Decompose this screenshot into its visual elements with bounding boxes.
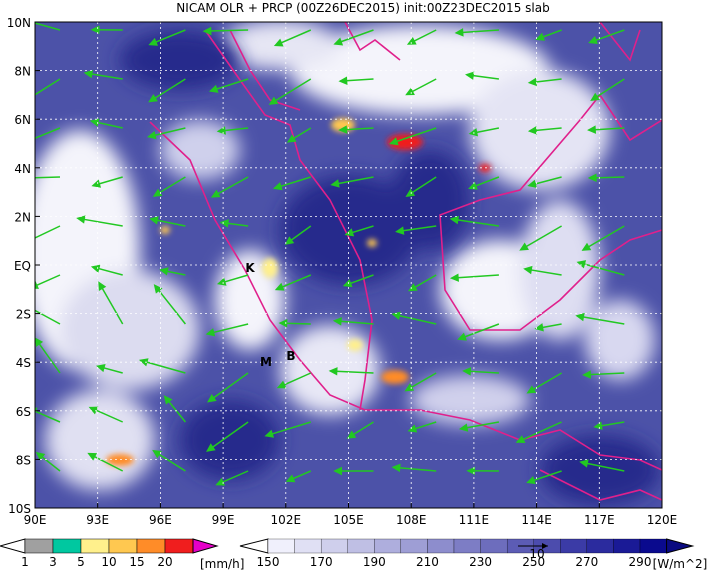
colorbar-cell xyxy=(348,539,375,553)
colorbar-cell xyxy=(295,539,322,553)
colorbar-end xyxy=(193,539,217,553)
olr-legend-label: 150 xyxy=(257,555,280,569)
colorbar-cell xyxy=(374,539,401,553)
lat-label: EQ xyxy=(14,259,31,273)
colorbar-cell xyxy=(587,539,614,553)
lon-label: 105E xyxy=(333,513,364,527)
olr-field xyxy=(14,16,662,508)
colorbar-cell xyxy=(321,539,348,553)
precip-legend-label: 5 xyxy=(77,555,85,569)
colorbar-cell xyxy=(401,539,428,553)
lon-label: 93E xyxy=(86,513,109,527)
precip-legend-label: 1 xyxy=(21,555,29,569)
colorbar-cell xyxy=(25,539,53,553)
colorbar-cell xyxy=(560,539,587,553)
colorbar-end xyxy=(0,539,25,553)
lon-label: 114E xyxy=(521,513,552,527)
station-label: B xyxy=(286,349,295,363)
olr-legend-label: 290 xyxy=(629,555,652,569)
precip-legend-label: 15 xyxy=(129,555,144,569)
colorbar-cell xyxy=(268,539,295,553)
lon-label: 102E xyxy=(271,513,302,527)
lat-label: 2N xyxy=(14,210,31,224)
lat-label: 10N xyxy=(7,16,31,30)
arrow-head xyxy=(22,97,29,103)
lat-label: 6S xyxy=(16,405,31,419)
lat-label: 8S xyxy=(16,453,31,467)
arrow-head xyxy=(17,140,24,146)
lon-label: 90E xyxy=(24,513,47,527)
colorbar-cell xyxy=(613,539,640,553)
lat-label: 4S xyxy=(16,356,31,370)
arrow-head xyxy=(18,241,25,246)
precip-unit: [mm/h] xyxy=(200,557,244,571)
colorbar-cell xyxy=(53,539,81,553)
olr-legend-label: 170 xyxy=(310,555,333,569)
colorbar-end xyxy=(667,539,693,553)
lon-label: 108E xyxy=(396,513,427,527)
colorbar-end xyxy=(240,539,268,553)
precip-legend-label: 3 xyxy=(49,555,57,569)
olr-legend-label: 230 xyxy=(469,555,492,569)
colorbar-cell xyxy=(137,539,165,553)
olr-legend-label: 190 xyxy=(363,555,386,569)
arrow-head xyxy=(18,301,25,307)
station-label: K xyxy=(245,261,255,275)
colorbar-cell xyxy=(454,539,481,553)
colorbar-cell xyxy=(81,539,109,553)
lon-label: 120E xyxy=(647,513,678,527)
station-label: M xyxy=(260,355,272,369)
lat-label: 6N xyxy=(14,113,31,127)
lon-label: 96E xyxy=(149,513,172,527)
title: NICAM OLR + PRCP (00Z26DEC2015) init:00Z… xyxy=(176,1,549,15)
vector-scale-label: 10 xyxy=(529,547,544,561)
colorbar-cell xyxy=(165,539,193,553)
lat-label: 8N xyxy=(14,65,31,79)
olr-legend-label: 210 xyxy=(416,555,439,569)
colorbar-cell xyxy=(481,539,508,553)
precip-legend-label: 20 xyxy=(157,555,172,569)
lon-label: 111E xyxy=(459,513,490,527)
colorbar-cell xyxy=(109,539,137,553)
lon-label: 117E xyxy=(584,513,615,527)
colorbar-cell xyxy=(427,539,454,553)
olr-unit: [W/m^2] xyxy=(653,557,708,571)
olr-legend-label: 270 xyxy=(575,555,598,569)
precip-legend-label: 10 xyxy=(101,555,116,569)
lat-label: 4N xyxy=(14,162,31,176)
lat-label: 2S xyxy=(16,308,31,322)
colorbar-cell xyxy=(640,539,667,553)
lon-label: 99E xyxy=(212,513,235,527)
